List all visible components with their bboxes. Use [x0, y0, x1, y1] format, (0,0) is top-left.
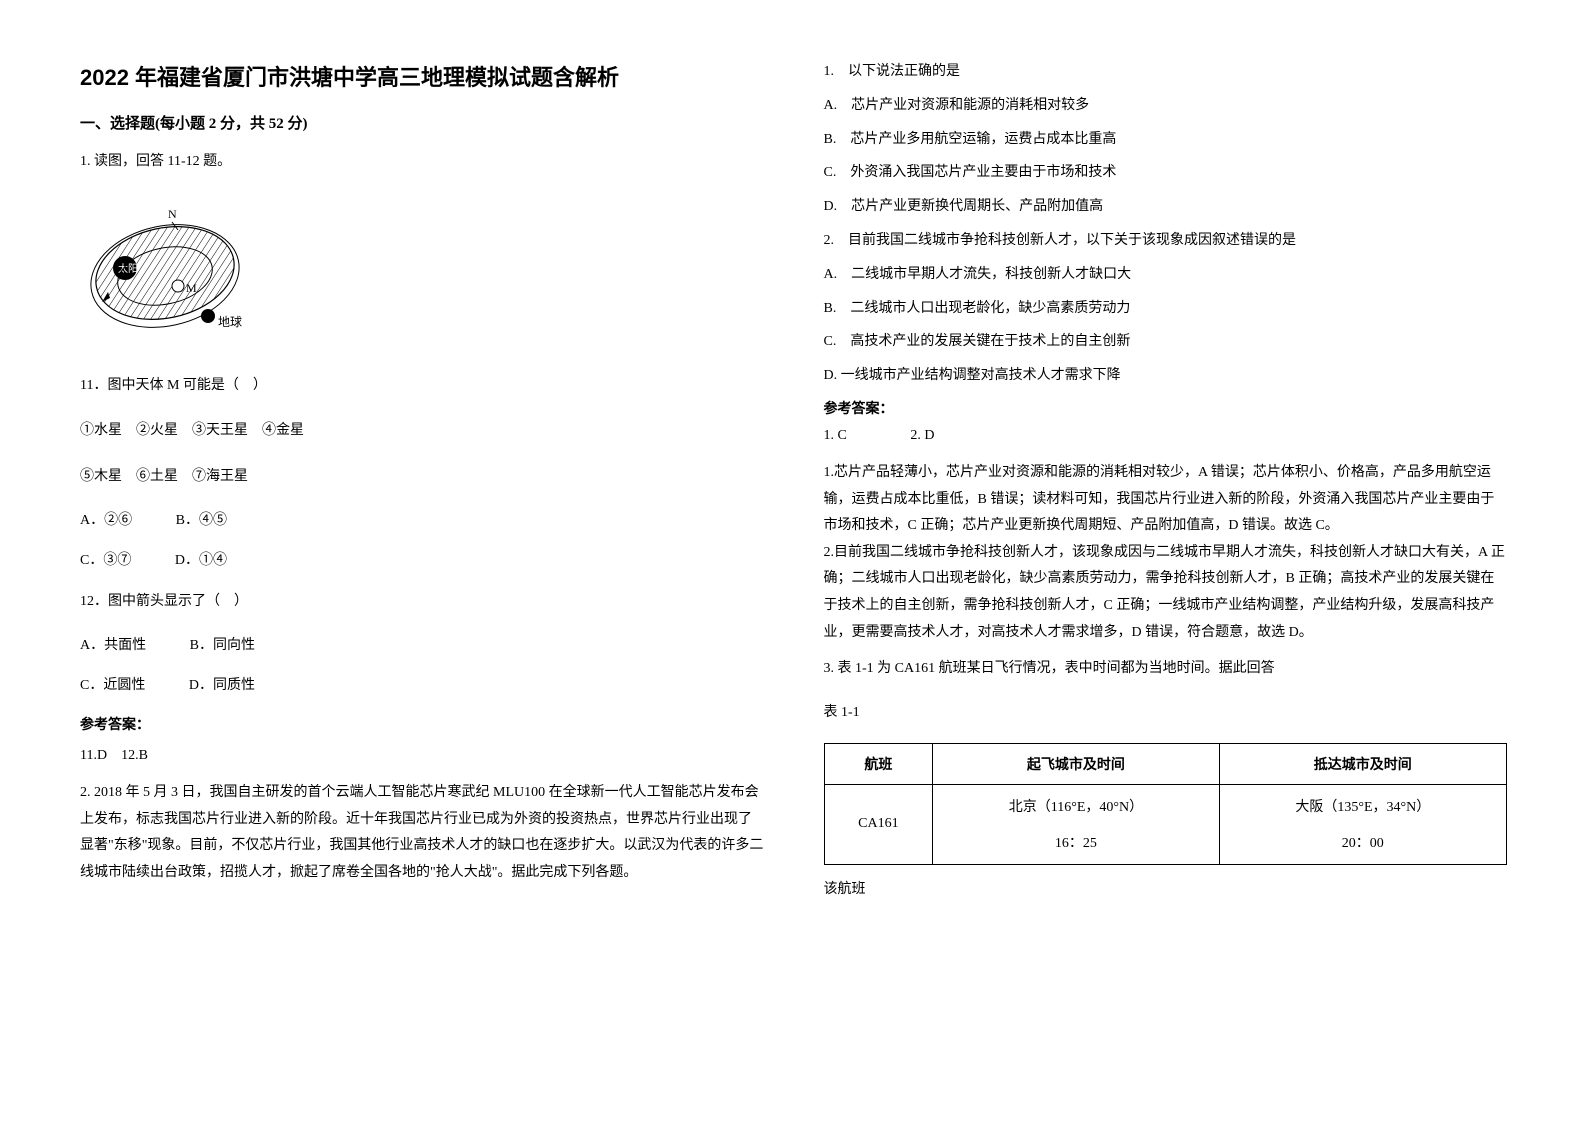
- q11-options-line2: ⑤木星 ⑥土星 ⑦海王星: [80, 464, 764, 489]
- td-flight: CA161: [824, 784, 933, 864]
- q2-1: 1. 以下说法正确的是: [824, 60, 1508, 84]
- q2-1c: C. 外资涌入我国芯片产业主要由于市场和技术: [824, 161, 1508, 185]
- q2-2d: D. 一线城市产业结构调整对高技术人才需求下降: [824, 364, 1508, 388]
- q11-text: 11．图中天体 M 可能是（ ）: [80, 373, 764, 398]
- table-row: CA161 北京（116°E，40°N） 16：25 大阪（135°E，34°N…: [824, 784, 1507, 864]
- q12-cd: C．近圆性 D．同质性: [80, 674, 764, 694]
- q12-d: D．同质性: [189, 678, 255, 693]
- th-arrive: 抵达城市及时间: [1219, 743, 1506, 784]
- th-flight: 航班: [824, 743, 933, 784]
- th-depart: 起飞城市及时间: [933, 743, 1219, 784]
- q2-2a: A. 二线城市早期人才流失，科技创新人才缺口大: [824, 263, 1508, 287]
- td-arrive: 大阪（135°E，34°N） 20：00: [1219, 784, 1506, 864]
- left-column: 2022 年福建省厦门市洪塘中学高三地理模拟试题含解析 一、选择题(每小题 2 …: [80, 60, 764, 1062]
- q11-a: A．②⑥: [80, 513, 132, 528]
- orbit-diagram: 太阳 N M 地球: [80, 198, 764, 353]
- page-title: 2022 年福建省厦门市洪塘中学高三地理模拟试题含解析: [80, 60, 764, 92]
- answer-2: 1. C 2. D: [824, 428, 1508, 444]
- explain-2: 2.目前我国二线城市争抢科技创新人才，该现象成因与二线城市早期人才流失，科技创新…: [824, 540, 1508, 646]
- flight-table: 航班 起飞城市及时间 抵达城市及时间 CA161 北京（116°E，40°N） …: [824, 743, 1508, 865]
- q11-d: D．①④: [175, 553, 227, 568]
- q2-1b: B. 芯片产业多用航空运输，运费占成本比重高: [824, 128, 1508, 152]
- right-column: 1. 以下说法正确的是 A. 芯片产业对资源和能源的消耗相对较多 B. 芯片产业…: [824, 60, 1508, 1062]
- q11-cd: C．③⑦ D．①④: [80, 549, 764, 569]
- q2-2: 2. 目前我国二线城市争抢科技创新人才，以下关于该现象成因叙述错误的是: [824, 229, 1508, 253]
- td-depart: 北京（116°E，40°N） 16：25: [933, 784, 1219, 864]
- answer-header-1: 参考答案：: [80, 714, 764, 734]
- svg-text:M: M: [186, 281, 197, 295]
- q1-stem: 1. 读图，回答 11-12 题。: [80, 149, 764, 174]
- q2-1d: D. 芯片产业更新换代周期长、产品附加值高: [824, 195, 1508, 219]
- answer-header-2: 参考答案：: [824, 398, 1508, 418]
- q11-b: B．④⑤: [176, 513, 227, 528]
- q11-ab: A．②⑥ B．④⑤: [80, 509, 764, 529]
- q12-ab: A．共面性 B．同向性: [80, 634, 764, 654]
- q3-tail: 该航班: [824, 877, 1508, 904]
- ans2-1: 1. C: [824, 428, 847, 443]
- svg-text:地球: 地球: [218, 315, 242, 329]
- q12-c: C．近圆性: [80, 678, 145, 693]
- q2-2b: B. 二线城市人口出现老龄化，缺少高素质劳动力: [824, 297, 1508, 321]
- orbit-svg: 太阳 N M 地球: [80, 198, 250, 348]
- q11-options-line1: ①水星 ②火星 ③天王星 ④金星: [80, 418, 764, 443]
- q12-a: A．共面性: [80, 638, 146, 653]
- q2-paragraph: 2. 2018 年 5 月 3 日，我国自主研发的首个云端人工智能芯片寒武纪 M…: [80, 780, 764, 886]
- q2-2c: C. 高技术产业的发展关键在于技术上的自主创新: [824, 330, 1508, 354]
- explain-1: 1.芯片产品轻薄小，芯片产业对资源和能源的消耗相对较少，A 错误；芯片体积小、价…: [824, 460, 1508, 540]
- table-header-row: 航班 起飞城市及时间 抵达城市及时间: [824, 743, 1507, 784]
- q12-b: B．同向性: [190, 638, 255, 653]
- answer-1: 11.D 12.B: [80, 744, 764, 764]
- svg-text:N: N: [168, 207, 177, 221]
- q3-stem: 3. 表 1-1 为 CA161 航班某日飞行情况，表中时间都为当地时间。据此回…: [824, 656, 1508, 683]
- q12-text: 12．图中箭头显示了（ ）: [80, 589, 764, 614]
- table-label: 表 1-1: [824, 701, 1508, 721]
- q11-c: C．③⑦: [80, 553, 131, 568]
- ans2-2: 2. D: [910, 428, 934, 443]
- q2-1a: A. 芯片产业对资源和能源的消耗相对较多: [824, 94, 1508, 118]
- section-header: 一、选择题(每小题 2 分，共 52 分): [80, 112, 764, 133]
